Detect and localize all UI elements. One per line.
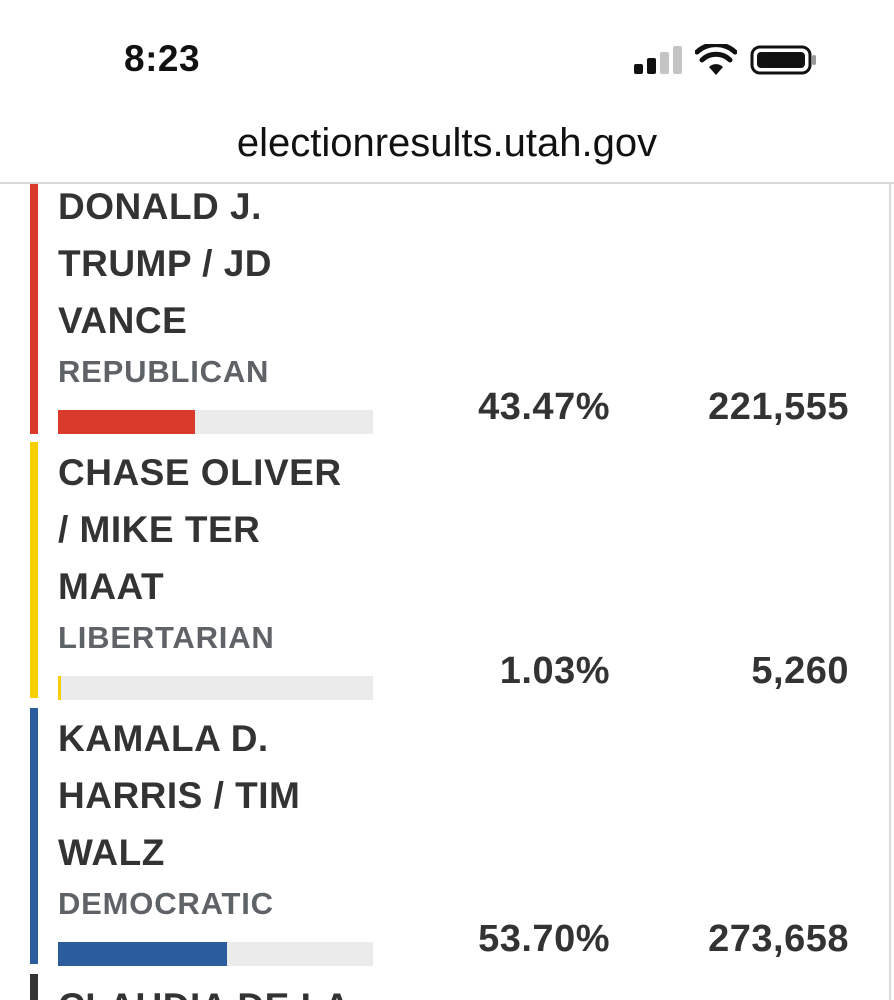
candidate-name-line: HARRIS / TIM — [58, 775, 301, 816]
party-label: LIBERTARIAN — [58, 620, 275, 655]
vote-share-bar-fill — [58, 942, 228, 966]
candidate-name: CLAUDIA DE LA — [58, 978, 458, 1000]
results-list[interactable]: DONALD J. TRUMP / JD VANCE REPUBLICAN 43… — [0, 184, 894, 1000]
candidate-name-line: VANCE — [58, 300, 188, 341]
party-color-stripe-partial — [30, 974, 38, 1000]
vote-percent: 1.03% — [499, 650, 610, 692]
vote-percent: 43.47% — [478, 386, 610, 428]
vote-count: 273,658 — [708, 918, 849, 960]
candidate-name-line: CHASE OLIVER — [58, 452, 342, 493]
candidate-name-line: CLAUDIA DE LA — [58, 978, 458, 1000]
vote-percent: 53.70% — [478, 918, 610, 960]
candidate-row: DONALD J. TRUMP / JD VANCE REPUBLICAN 43… — [0, 184, 894, 442]
candidate-name-line: DONALD J. — [58, 186, 262, 227]
party-color-stripe — [30, 184, 38, 434]
party-color-stripe — [30, 708, 38, 964]
status-bar: 8:23 — [0, 0, 894, 110]
address-bar[interactable]: electionresults.utah.gov — [236, 121, 658, 165]
candidate-name: DONALD J. TRUMP / JD VANCE — [58, 184, 378, 349]
vote-count: 5,260 — [751, 650, 849, 692]
vote-share-bar — [58, 410, 373, 434]
candidate-name-line: TRUMP / JD — [58, 243, 273, 284]
cellular-signal-icon — [634, 46, 682, 74]
candidate-row: CHASE OLIVER / MIKE TER MAAT LIBERTARIAN… — [0, 442, 894, 708]
vote-share-bar — [58, 676, 373, 700]
candidate-name-line: WALZ — [58, 832, 165, 873]
candidate-name-line: KAMALA D. — [58, 718, 269, 759]
battery-icon — [750, 45, 816, 75]
candidate-row: CLAUDIA DE LA — [0, 974, 894, 1000]
wifi-icon — [695, 44, 737, 75]
status-time: 8:23 — [124, 38, 201, 79]
party-label: REPUBLICAN — [58, 354, 270, 389]
party-color-stripe — [30, 442, 38, 698]
candidate-name: CHASE OLIVER / MIKE TER MAAT — [58, 444, 378, 615]
candidate-name: KAMALA D. HARRIS / TIM WALZ — [58, 710, 378, 881]
candidate-name-line: / MIKE TER — [58, 509, 261, 550]
vote-share-bar-fill — [58, 410, 195, 434]
vote-share-bar — [58, 942, 373, 966]
party-label: DEMOCRATIC — [58, 886, 274, 921]
table-border — [889, 184, 891, 1000]
candidate-name-line: MAAT — [58, 566, 165, 607]
candidate-row: KAMALA D. HARRIS / TIM WALZ DEMOCRATIC 5… — [0, 708, 894, 974]
vote-count: 221,555 — [708, 386, 849, 428]
address-bar-divider — [0, 182, 894, 184]
vote-share-bar-fill — [58, 676, 62, 700]
